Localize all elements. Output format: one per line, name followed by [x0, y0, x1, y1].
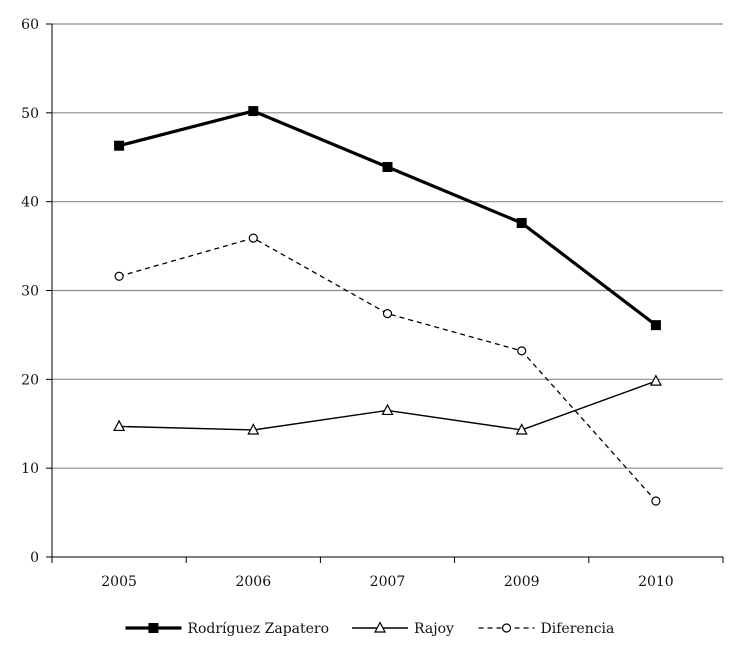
- legend-swatch-marker: [501, 623, 512, 633]
- y-tick-labels: 0 10 20 30 40 50 60: [21, 17, 39, 566]
- x-tick-label: 2009: [504, 574, 540, 590]
- series-diferencia: [114, 233, 661, 506]
- data-point-diferencia: [517, 346, 527, 356]
- x-tick-label: 2007: [370, 574, 406, 590]
- y-tick-label: 50: [21, 106, 39, 122]
- data-point-rajoy: [247, 423, 260, 435]
- y-tick-label: 0: [30, 550, 39, 566]
- legend-swatch-marker: [148, 623, 159, 633]
- x-tick-label: 2010: [638, 574, 674, 590]
- legend-item-rajoy: Rajoy: [352, 621, 454, 637]
- gridlines: [52, 23, 723, 469]
- data-point-rodriguez-zapatero: [516, 217, 527, 228]
- y-tick-label: 30: [21, 284, 39, 300]
- legend-swatch-marker: [374, 621, 387, 633]
- data-point-rajoy: [515, 423, 528, 435]
- series-line-diferencia: [118, 237, 657, 502]
- data-point-rodriguez-zapatero: [650, 320, 661, 331]
- x-tick-label: 2005: [101, 574, 137, 590]
- data-point-rodriguez-zapatero: [382, 162, 393, 173]
- x-tick-label: 2006: [235, 574, 271, 590]
- data-point-rajoy: [381, 403, 394, 416]
- data-point-diferencia: [114, 271, 124, 281]
- data-point-rodriguez-zapatero: [114, 140, 125, 151]
- legend-item-diferencia: Diferencia: [478, 621, 615, 637]
- y-tick-label: 40: [21, 195, 39, 211]
- legend-label: Rodríguez Zapatero: [187, 621, 329, 637]
- data-point-rajoy: [649, 374, 662, 386]
- axes: [46, 23, 724, 563]
- data-point-diferencia: [651, 496, 661, 506]
- data-point-diferencia: [382, 308, 393, 319]
- legend-item-rodriguez-zapatero: Rodríguez Zapatero: [125, 621, 329, 637]
- series-rajoy: [113, 374, 662, 435]
- data-point-rodriguez-zapatero: [248, 106, 259, 117]
- legend: Rodríguez Zapatero Rajoy Diferencia: [125, 621, 614, 637]
- y-tick-label: 20: [21, 372, 39, 388]
- y-tick-label: 60: [21, 17, 39, 33]
- data-point-rajoy: [113, 419, 126, 432]
- series: [113, 106, 662, 506]
- data-point-diferencia: [248, 233, 258, 243]
- y-tick-label: 10: [21, 461, 39, 477]
- x-tick-labels: 2005 2006 2007 2009 2010: [101, 574, 673, 590]
- legend-label: Diferencia: [541, 621, 615, 637]
- legend-label: Rajoy: [414, 621, 454, 637]
- series-rodriguez-zapatero: [114, 106, 661, 331]
- series-line-rodriguez-zapatero: [118, 109, 657, 327]
